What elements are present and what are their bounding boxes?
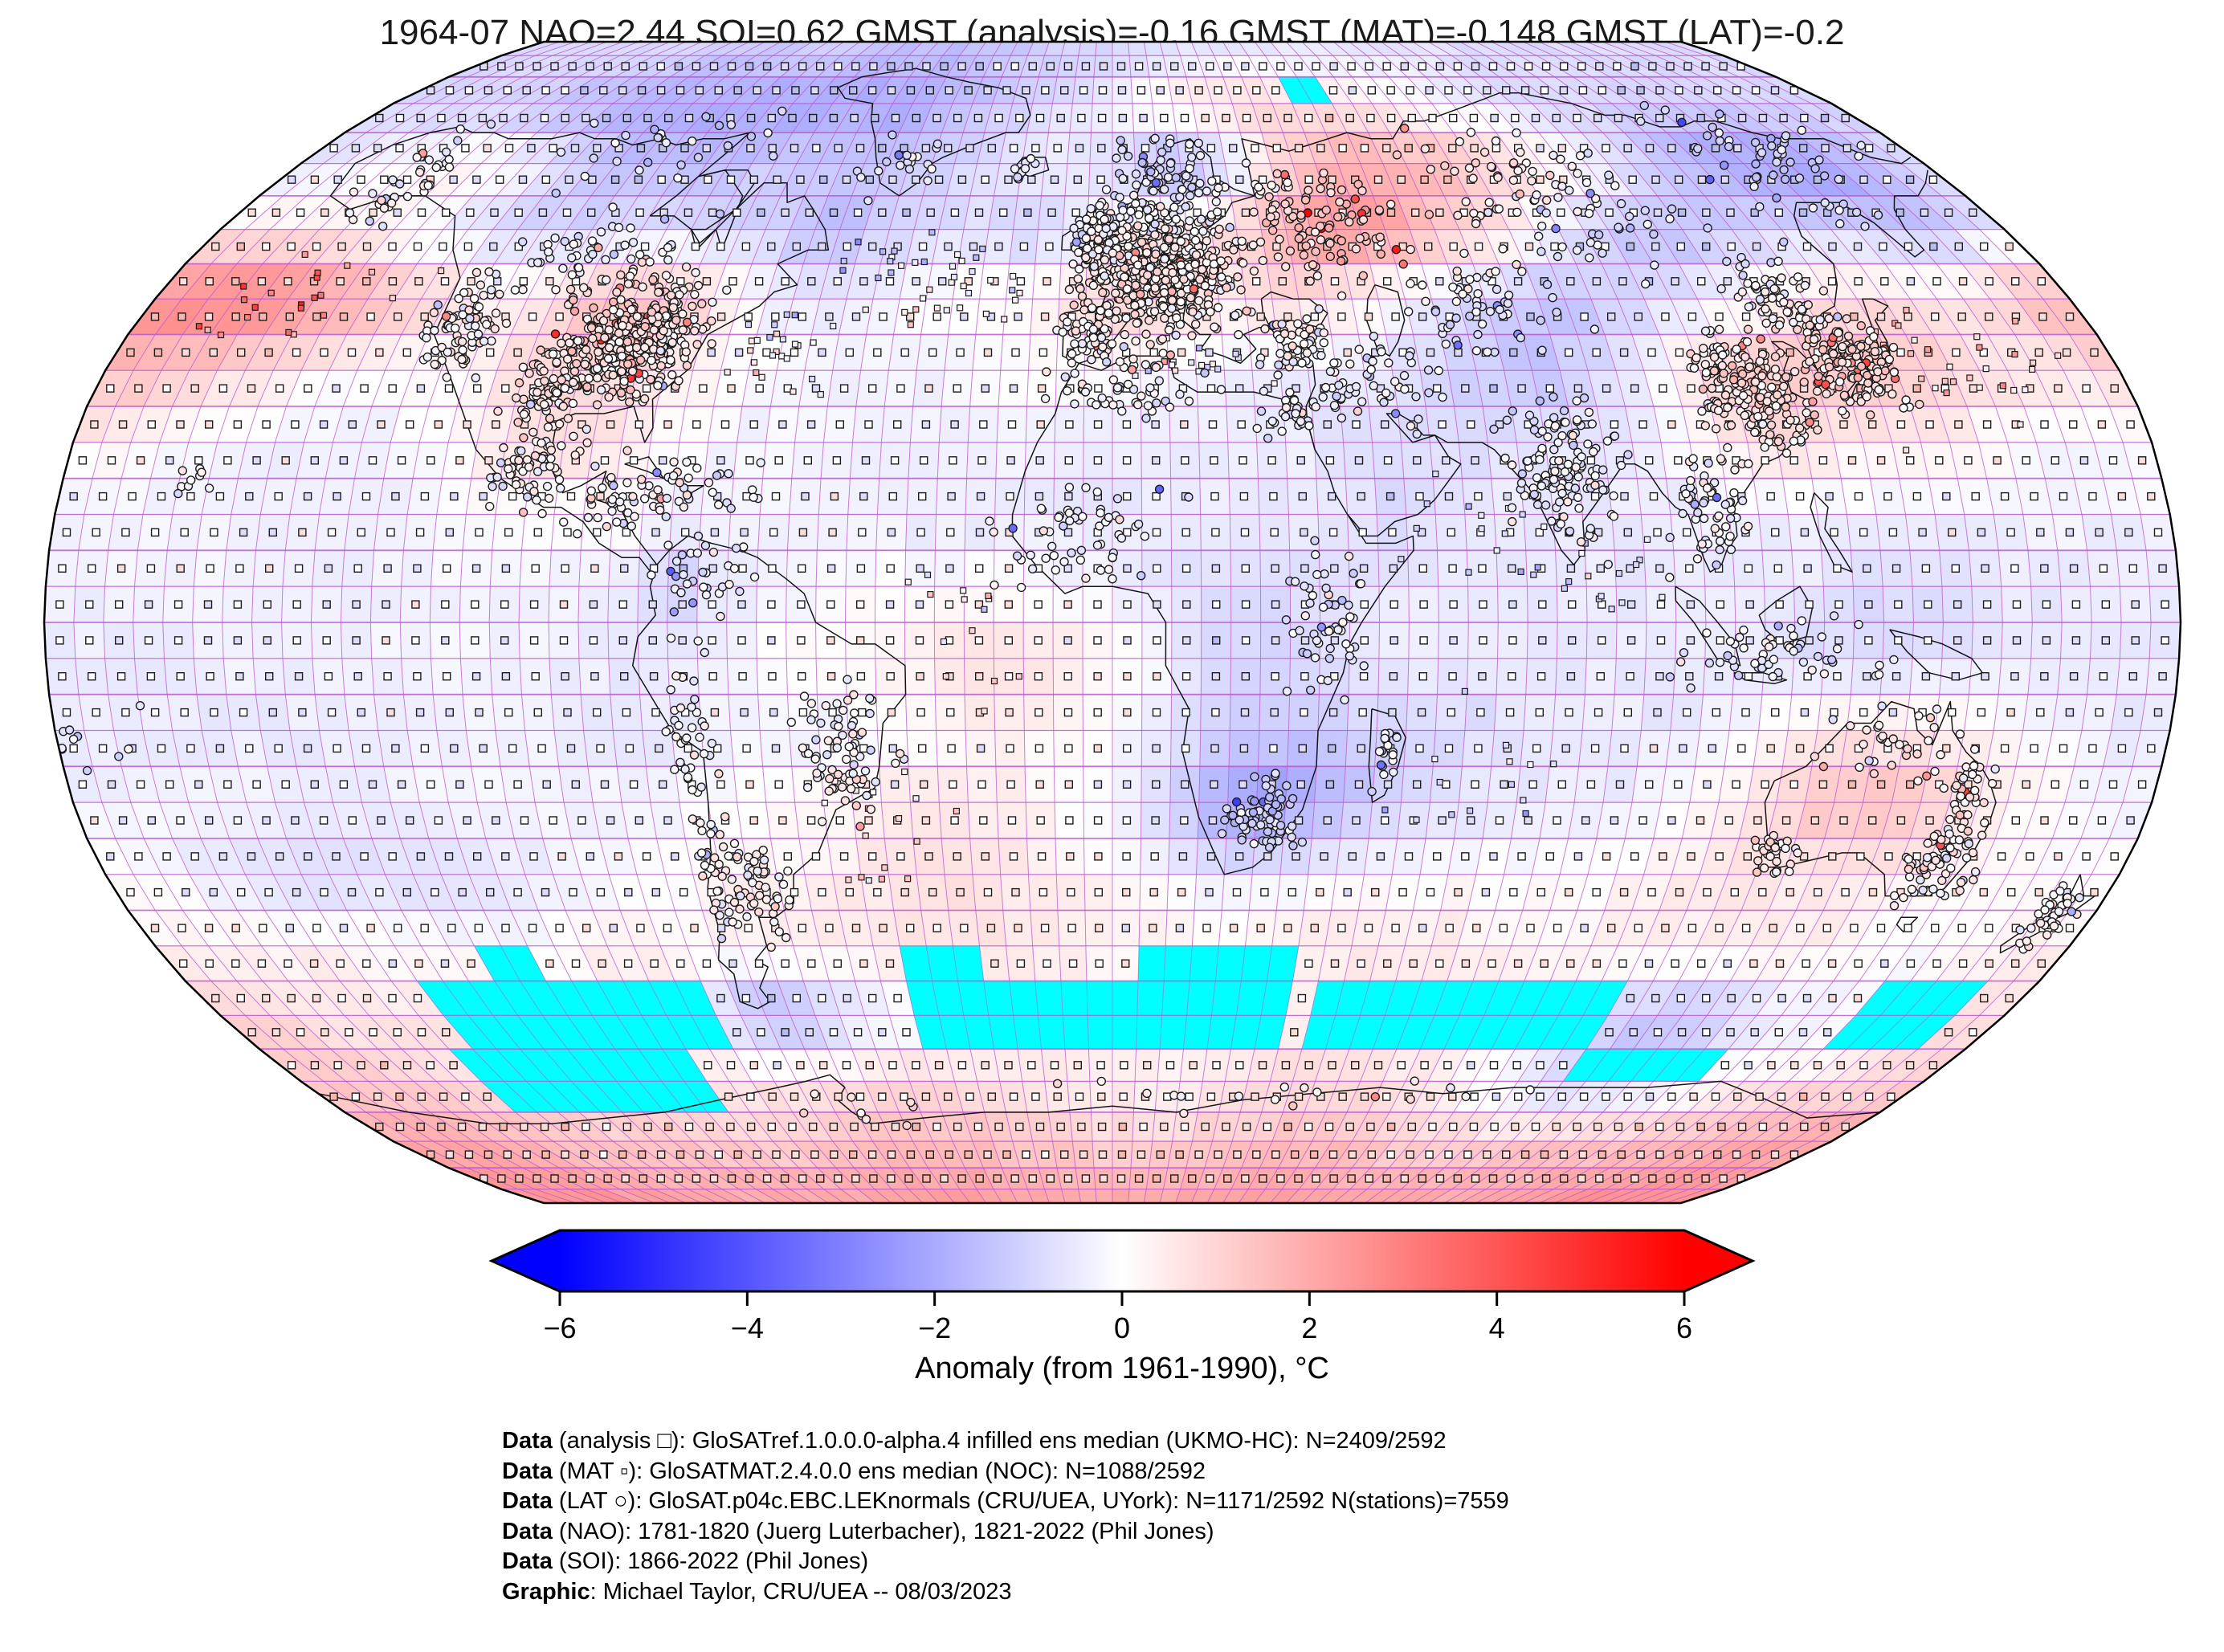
analysis-square-markers xyxy=(55,62,2169,1183)
colorbar-tick-label: 0 xyxy=(1114,1311,1130,1344)
colorbar: −6 −4 −2 0 2 4 6 Anomaly (from 1961-1990), °C xyxy=(488,1229,1756,1385)
station-circle-markers xyxy=(57,100,2084,1131)
map-outline xyxy=(43,40,2182,1205)
missing-data-cells xyxy=(416,76,1989,1113)
colorbar-tick-label: −2 xyxy=(918,1311,951,1344)
colorbar-axis-label: Anomaly (from 1961-1990), °C xyxy=(915,1352,1329,1385)
colorbar-tick-label: 2 xyxy=(1301,1311,1317,1344)
colorbar-tick-label: −4 xyxy=(731,1311,764,1344)
credits-line: Graphic: Michael Taylor, CRU/UEA -- 08/0… xyxy=(502,1578,1012,1605)
colorbar-tick-label: 6 xyxy=(1676,1311,1692,1344)
credits: Data (analysis □): GloSATref.1.0.0.0-alp… xyxy=(502,1426,1509,1607)
credits-line: Data (MAT ▫): GloSATMAT.2.4.0.0 ens medi… xyxy=(502,1458,1206,1484)
credits-line: Data (NAO): 1781-1820 (Juerg Luterbacher… xyxy=(502,1518,1214,1544)
colorbar-gradient-bar xyxy=(488,1229,1756,1293)
credits-line: Data (analysis □): GloSATref.1.0.0.0-alp… xyxy=(502,1428,1447,1454)
colorbar-ticks: −6 −4 −2 0 2 4 6 xyxy=(543,1291,1692,1344)
credits-line: Data (LAT ○): GloSAT.p04c.EBC.LEKnormals… xyxy=(502,1488,1509,1514)
colorbar-tick-label: −6 xyxy=(543,1311,576,1344)
colorbar-tick-label: 4 xyxy=(1489,1311,1505,1344)
credits-line: Data (SOI): 1866-2022 (Phil Jones) xyxy=(502,1548,869,1574)
